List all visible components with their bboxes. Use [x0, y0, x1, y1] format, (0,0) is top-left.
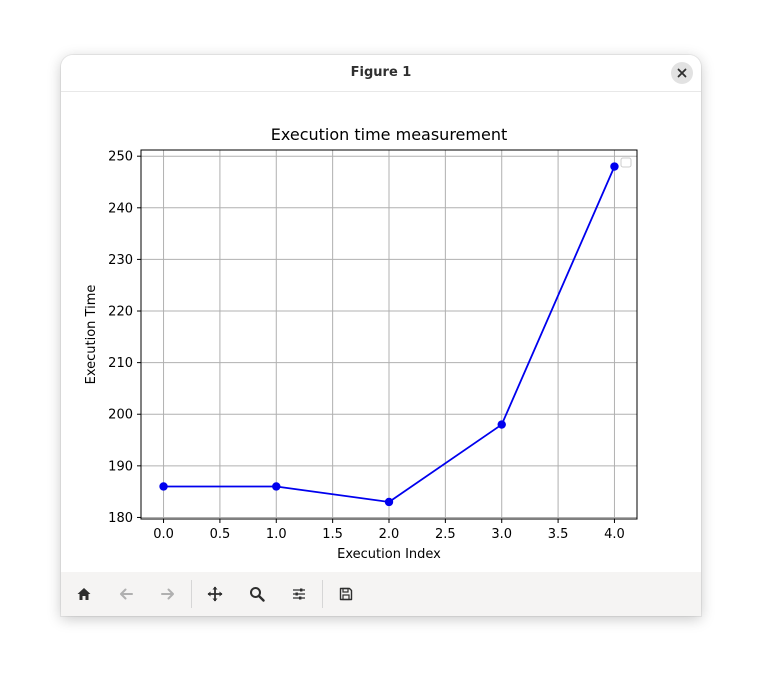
configure-subplots-icon [293, 588, 305, 600]
ticks: 0.0 0.5 1.0 1.5 2.0 2.5 3.0 3.5 4.0 180 190 200 210 2… [108, 150, 625, 542]
home-button[interactable] [69, 580, 99, 608]
legend [620, 157, 632, 168]
x-tick-label: 0.5 [210, 527, 231, 542]
line-chart: 0.0 0.5 1.0 1.5 2.0 2.5 3.0 3.5 4.0 180 190 200 210 2… [84, 125, 638, 562]
data-point [272, 482, 281, 491]
x-tick-label: 3.0 [491, 527, 512, 542]
x-tick-label: 1.5 [322, 527, 343, 542]
zoom-icon [250, 587, 265, 602]
close-button[interactable] [671, 62, 693, 84]
x-tick-label: 3.5 [548, 527, 569, 542]
chart-title: Execution time measurement [271, 125, 507, 144]
y-tick-label: 230 [108, 253, 133, 268]
data-point [384, 497, 394, 507]
y-tick-label: 210 [108, 356, 133, 371]
x-tick-label: 0.0 [153, 527, 174, 542]
zoom-button[interactable] [242, 580, 272, 608]
data-point [497, 420, 506, 429]
y-tick-label: 200 [108, 408, 133, 423]
figure-window: Figure 1 0.0 0.5 1.0 1.5 2.0 2.5 3.0 3.5 4.0 180 1… [61, 55, 701, 616]
save-icon [339, 587, 353, 601]
x-axis-label: Execution Index [337, 547, 441, 562]
data-point [610, 162, 619, 171]
series-layer [159, 162, 619, 507]
back-arrow-icon [120, 588, 133, 600]
x-tick-label: 4.0 [604, 527, 625, 542]
figure-canvas[interactable]: 0.0 0.5 1.0 1.5 2.0 2.5 3.0 3.5 4.0 180 190 200 210 2… [61, 92, 701, 572]
window-title: Figure 1 [350, 65, 412, 80]
y-tick-label: 220 [108, 305, 133, 320]
title-bar[interactable]: Figure 1 [61, 55, 701, 92]
y-tick-label: 250 [108, 150, 133, 165]
x-tick-label: 2.5 [435, 527, 456, 542]
save-button[interactable] [331, 580, 361, 608]
forward-arrow-icon [161, 588, 174, 600]
back-button[interactable] [111, 580, 141, 608]
grid [141, 150, 637, 519]
y-axis-label: Execution Time [84, 285, 99, 385]
x-tick-label: 1.0 [266, 527, 287, 542]
close-icon [677, 68, 687, 78]
toolbar-separator [191, 580, 192, 608]
forward-button[interactable] [153, 580, 183, 608]
y-tick-label: 180 [108, 511, 133, 526]
configure-subplots-button[interactable] [284, 580, 314, 608]
toolbar [61, 572, 701, 616]
home-icon [77, 588, 91, 600]
data-point [159, 482, 168, 491]
pan-icon [207, 586, 223, 602]
pan-button[interactable] [200, 580, 230, 608]
x-tick-label: 2.0 [379, 527, 400, 542]
toolbar-separator [322, 580, 323, 608]
y-tick-label: 190 [108, 459, 133, 474]
y-tick-label: 240 [108, 201, 133, 216]
